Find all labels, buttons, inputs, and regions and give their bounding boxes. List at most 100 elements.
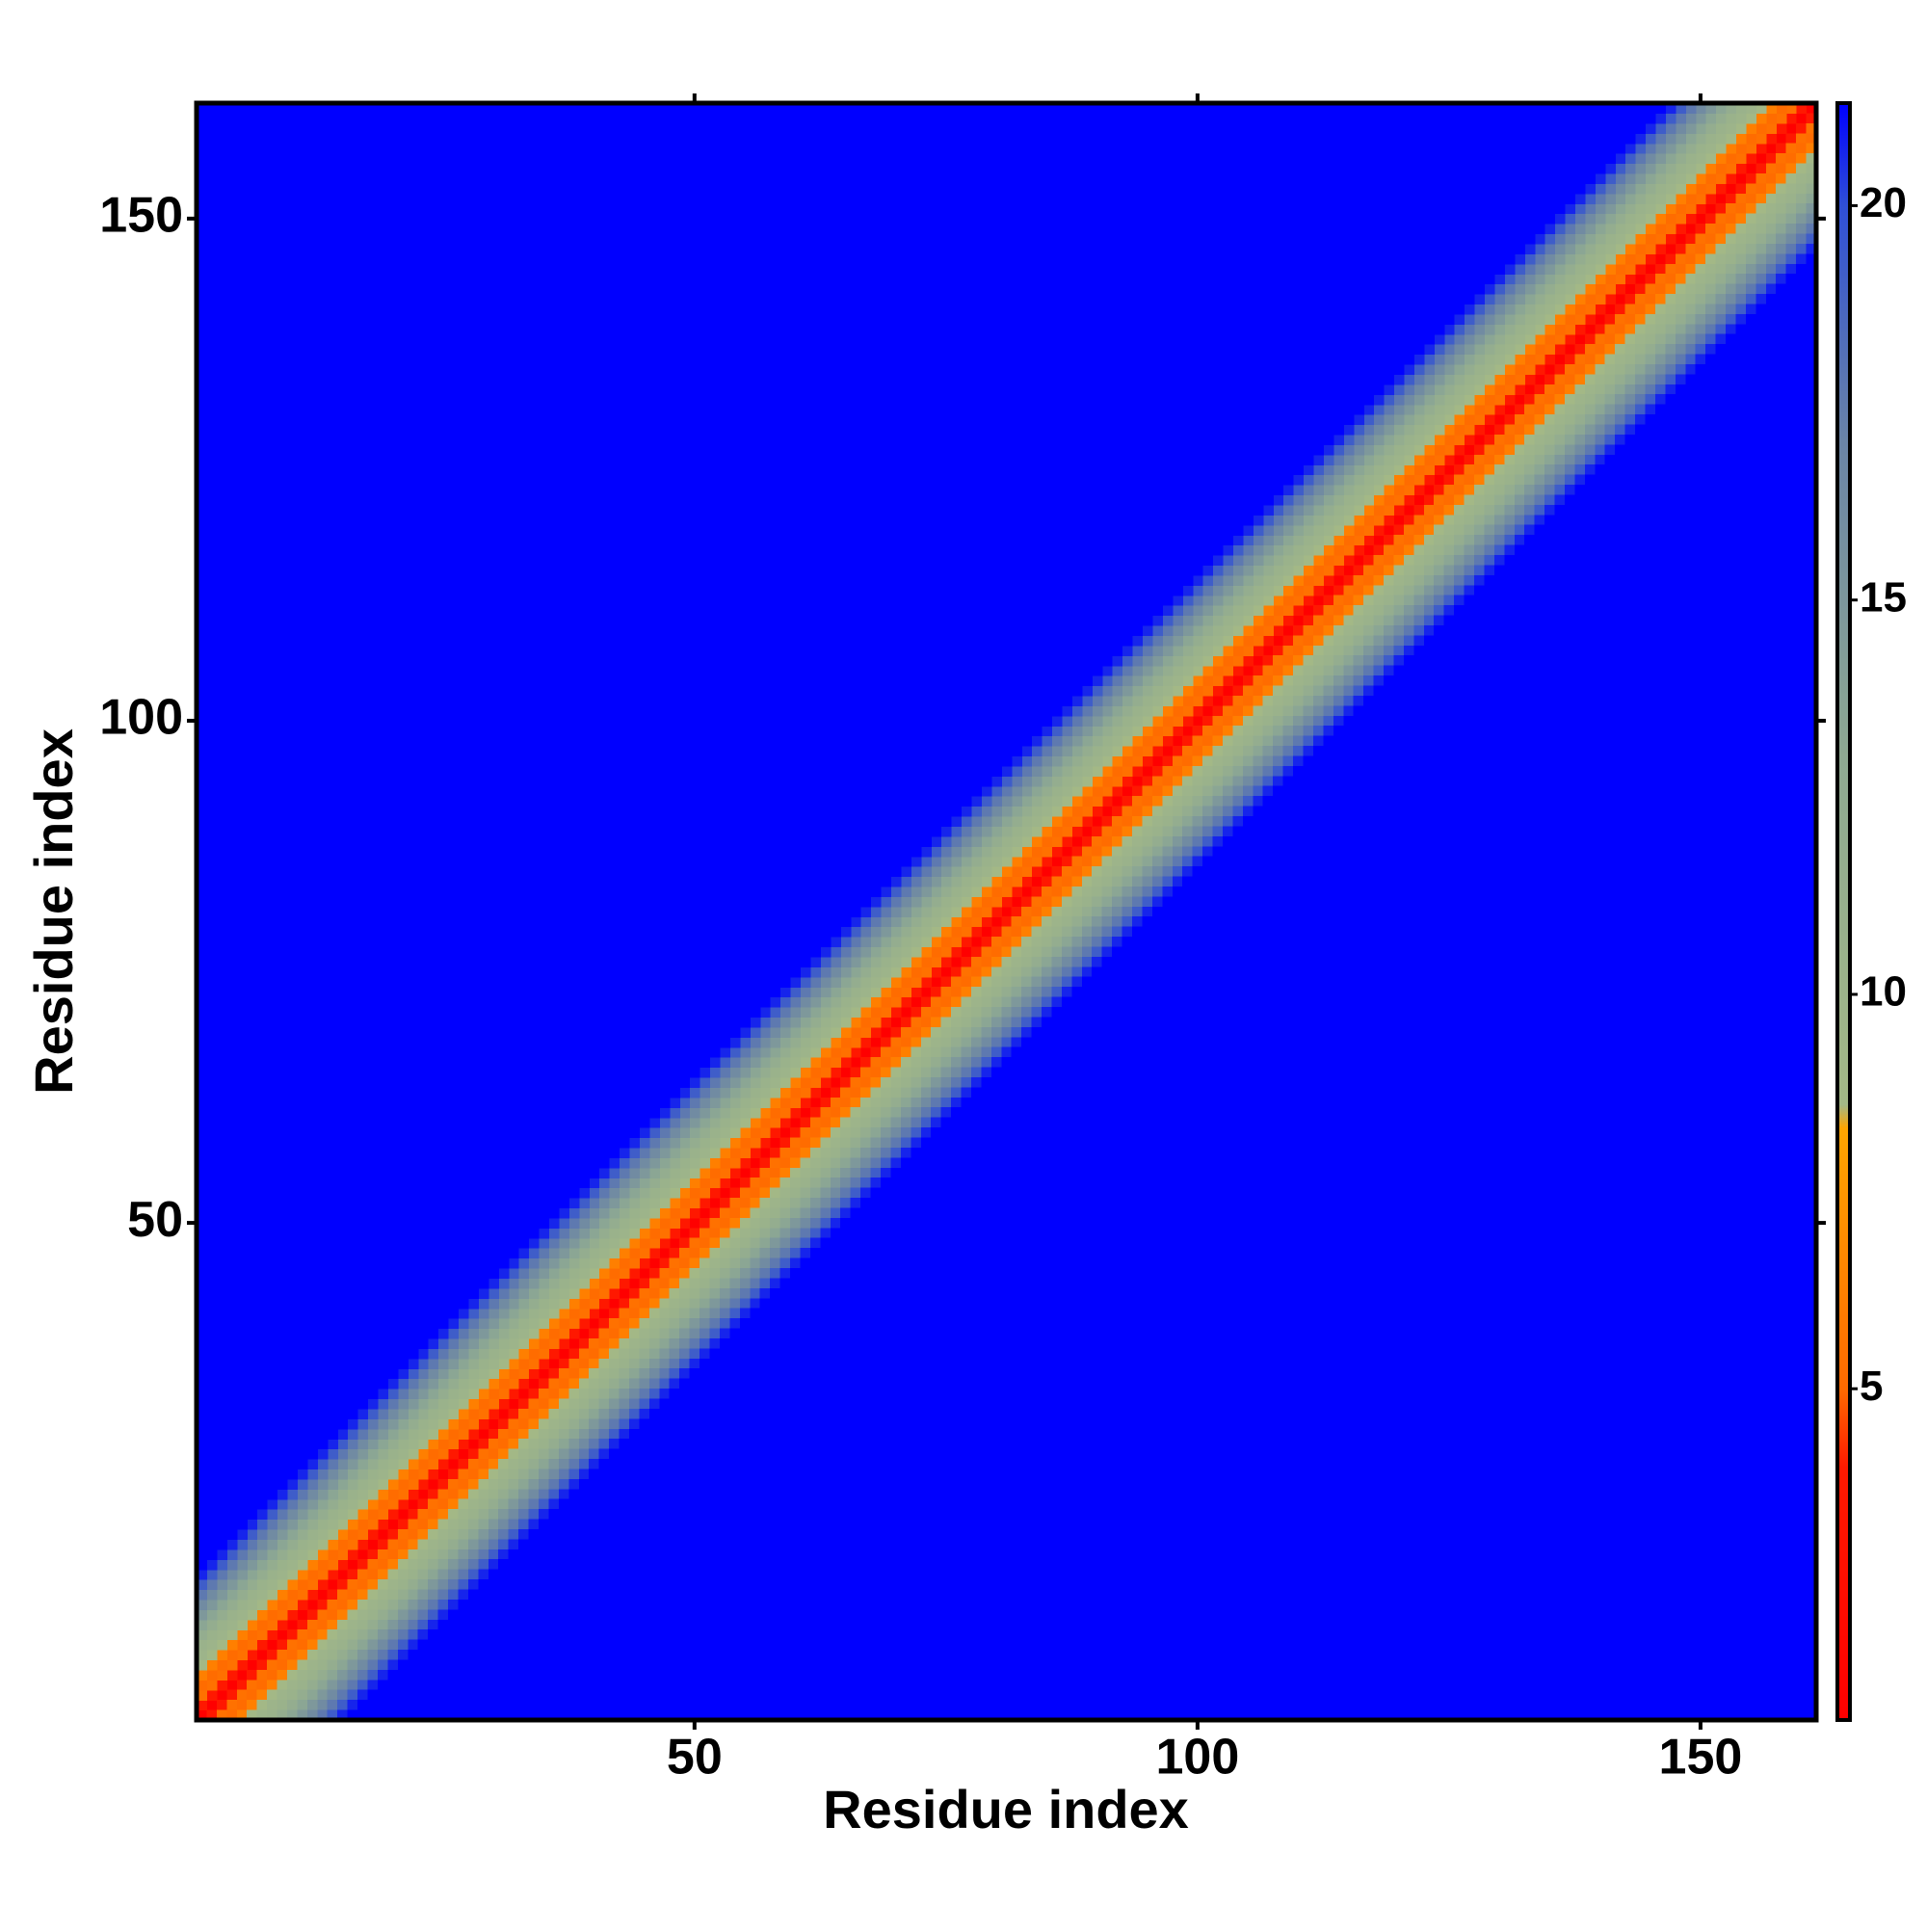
heatmap-cell bbox=[1242, 815, 1254, 828]
heatmap-cell bbox=[1434, 424, 1445, 436]
heatmap-cell bbox=[357, 1459, 369, 1470]
heatmap-cell bbox=[1695, 274, 1706, 285]
heatmap-cell bbox=[1765, 193, 1777, 204]
heatmap-cell bbox=[1312, 464, 1324, 476]
heatmap-cell bbox=[1262, 776, 1274, 787]
heatmap-cell bbox=[297, 1689, 308, 1701]
heatmap-cell bbox=[659, 1137, 671, 1149]
heatmap-cell bbox=[790, 1248, 802, 1259]
heatmap-cell bbox=[1434, 374, 1445, 385]
heatmap-cell bbox=[689, 1127, 700, 1139]
heatmap-cell bbox=[206, 1709, 218, 1721]
heatmap-cell bbox=[1202, 574, 1214, 586]
heatmap-cell bbox=[1232, 555, 1244, 567]
heatmap-cell bbox=[1384, 624, 1395, 636]
heatmap-cell bbox=[1101, 735, 1113, 747]
heatmap-cell bbox=[347, 1459, 358, 1470]
heatmap-cell bbox=[759, 1097, 771, 1108]
heatmap-cell bbox=[759, 1046, 771, 1058]
heatmap-cell bbox=[648, 1287, 660, 1299]
heatmap-cell bbox=[1042, 726, 1053, 737]
heatmap-cell bbox=[1253, 655, 1264, 667]
heatmap-cell bbox=[1142, 746, 1153, 757]
heatmap-cell bbox=[1454, 464, 1465, 476]
heatmap-cell bbox=[1484, 404, 1495, 415]
heatmap-cell bbox=[327, 1569, 338, 1580]
heatmap-cell bbox=[739, 1026, 751, 1038]
heatmap-cell bbox=[1192, 565, 1203, 576]
heatmap-cell bbox=[1504, 263, 1516, 275]
heatmap-cell bbox=[1776, 183, 1787, 195]
heatmap-cell bbox=[1615, 374, 1626, 385]
heatmap-cell bbox=[961, 835, 972, 847]
heatmap-cell bbox=[1403, 474, 1414, 486]
heatmap-cell bbox=[790, 1178, 802, 1189]
heatmap-cell bbox=[1182, 615, 1194, 626]
heatmap-cell bbox=[1484, 294, 1495, 305]
heatmap-cell bbox=[1172, 645, 1183, 656]
heatmap-cell bbox=[648, 1337, 660, 1349]
heatmap-cell bbox=[1202, 856, 1214, 867]
heatmap-cell bbox=[1796, 122, 1808, 134]
heatmap-cell bbox=[1323, 615, 1334, 626]
heatmap-cell bbox=[337, 1509, 349, 1521]
heatmap-cell bbox=[377, 1498, 388, 1510]
heatmap-cell bbox=[750, 1237, 761, 1249]
heatmap-cell bbox=[1273, 765, 1284, 777]
heatmap-cell bbox=[508, 1348, 519, 1360]
heatmap-cell bbox=[1172, 624, 1183, 636]
heatmap-cell bbox=[689, 1097, 700, 1108]
heatmap-cell bbox=[1564, 363, 1576, 376]
heatmap-cell bbox=[437, 1548, 449, 1560]
heatmap-cell bbox=[1282, 655, 1294, 667]
heatmap-cell bbox=[1182, 835, 1194, 847]
heatmap-cell bbox=[709, 1328, 721, 1339]
heatmap-cell bbox=[428, 1509, 439, 1521]
heatmap-cell bbox=[377, 1489, 388, 1500]
heatmap-cell bbox=[1454, 434, 1465, 445]
heatmap-cell bbox=[860, 1067, 872, 1078]
heatmap-cell bbox=[1464, 304, 1475, 315]
heatmap-cell bbox=[1021, 886, 1033, 897]
heatmap-cell bbox=[1092, 846, 1103, 858]
heatmap-cell bbox=[940, 956, 952, 967]
heatmap-cell bbox=[1514, 304, 1525, 315]
heatmap-cell bbox=[1454, 555, 1465, 567]
heatmap-cell bbox=[719, 1207, 730, 1219]
heatmap-cell bbox=[1051, 886, 1063, 897]
heatmap-cell bbox=[920, 976, 932, 988]
heatmap-cell bbox=[1595, 333, 1606, 345]
heatmap-cell bbox=[1403, 434, 1414, 445]
heatmap-cell bbox=[770, 1257, 781, 1269]
heatmap-cell bbox=[1635, 333, 1647, 345]
heatmap-cell bbox=[1192, 726, 1203, 737]
heatmap-cell bbox=[1765, 263, 1777, 275]
heatmap-cell bbox=[558, 1469, 569, 1480]
heatmap-cell bbox=[1151, 695, 1163, 706]
heatmap-cell bbox=[1665, 133, 1676, 145]
heatmap-cell bbox=[488, 1378, 499, 1389]
heatmap-cell bbox=[1312, 444, 1324, 456]
heatmap-cell bbox=[1776, 133, 1787, 145]
heatmap-cell bbox=[1675, 193, 1686, 204]
heatmap-cell bbox=[1011, 1007, 1022, 1019]
heatmap-cell bbox=[1654, 304, 1666, 315]
heatmap-cell bbox=[689, 1298, 700, 1310]
heatmap-cell bbox=[1151, 665, 1163, 676]
heatmap-cell bbox=[1172, 785, 1183, 797]
heatmap-cell bbox=[1253, 735, 1264, 747]
heatmap-cell bbox=[1735, 133, 1747, 145]
heatmap-cell bbox=[488, 1448, 499, 1460]
heatmap-cell bbox=[639, 1207, 650, 1219]
heatmap-cell bbox=[548, 1318, 560, 1330]
heatmap-cell bbox=[1303, 655, 1314, 667]
heatmap-cell bbox=[1061, 896, 1072, 908]
heatmap-cell bbox=[1333, 464, 1344, 476]
heatmap-cell bbox=[1192, 635, 1203, 647]
heatmap-cell bbox=[1615, 324, 1626, 335]
heatmap-cell bbox=[548, 1509, 560, 1521]
heatmap-cell bbox=[911, 866, 922, 878]
heatmap-cell bbox=[659, 1368, 671, 1380]
heatmap-cell bbox=[719, 1046, 730, 1058]
heatmap-cell bbox=[1413, 605, 1425, 617]
